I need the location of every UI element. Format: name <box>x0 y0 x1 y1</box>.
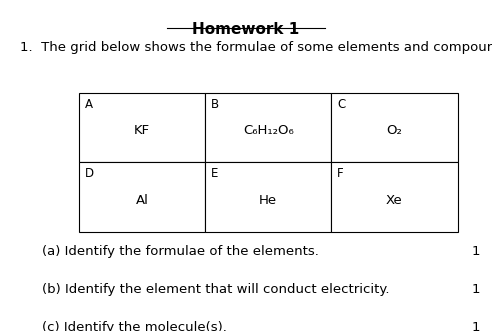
Text: He: He <box>259 194 277 207</box>
Text: O₂: O₂ <box>387 124 402 137</box>
Text: B: B <box>211 98 219 111</box>
Text: Al: Al <box>135 194 148 207</box>
Text: 1: 1 <box>471 245 480 258</box>
Text: C₆H₁₂O₆: C₆H₁₂O₆ <box>243 124 294 137</box>
Text: 1.  The grid below shows the formulae of some elements and compounds.: 1. The grid below shows the formulae of … <box>20 41 492 54</box>
Text: 1: 1 <box>471 283 480 296</box>
Text: (b) Identify the element that will conduct electricity.: (b) Identify the element that will condu… <box>42 283 389 296</box>
Text: D: D <box>85 167 94 180</box>
Text: Homework 1: Homework 1 <box>192 22 300 36</box>
Text: C: C <box>337 98 345 111</box>
Text: Xe: Xe <box>386 194 403 207</box>
Text: KF: KF <box>134 124 150 137</box>
Text: 1: 1 <box>471 321 480 331</box>
Text: (a) Identify the formulae of the elements.: (a) Identify the formulae of the element… <box>42 245 319 258</box>
Text: A: A <box>85 98 92 111</box>
Text: E: E <box>211 167 218 180</box>
Text: F: F <box>337 167 344 180</box>
Text: (c) Identify the molecule(s).: (c) Identify the molecule(s). <box>42 321 227 331</box>
